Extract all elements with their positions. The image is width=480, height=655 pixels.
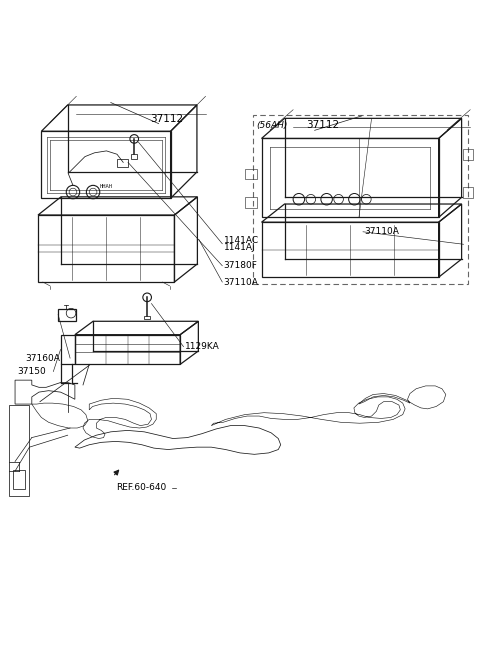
Text: 1141AC: 1141AC (224, 236, 259, 245)
Text: (56AH): (56AH) (257, 121, 288, 130)
Bar (118, 159, 128, 167)
Bar (463, 149, 473, 160)
Text: 37110A: 37110A (364, 227, 399, 236)
Bar (132, 154, 137, 159)
Circle shape (69, 188, 77, 196)
Circle shape (89, 188, 97, 196)
Text: 37160A: 37160A (25, 354, 60, 363)
Text: 1129KA: 1129KA (185, 342, 220, 351)
Bar (245, 168, 257, 179)
Text: 37150: 37150 (17, 367, 46, 376)
Bar (253, 115, 468, 284)
Text: 37180F: 37180F (224, 261, 258, 271)
Bar (463, 187, 473, 198)
Text: 37112: 37112 (306, 120, 339, 130)
Text: 37112: 37112 (150, 113, 183, 124)
Text: HHAH: HHAH (99, 184, 112, 189)
Text: REF.60-640: REF.60-640 (117, 483, 167, 491)
Bar (144, 316, 151, 320)
Bar (58, 309, 76, 322)
Bar (12, 470, 24, 489)
Text: 1141AJ: 1141AJ (224, 242, 255, 252)
Text: 37110A: 37110A (224, 278, 259, 286)
Bar (245, 197, 257, 208)
